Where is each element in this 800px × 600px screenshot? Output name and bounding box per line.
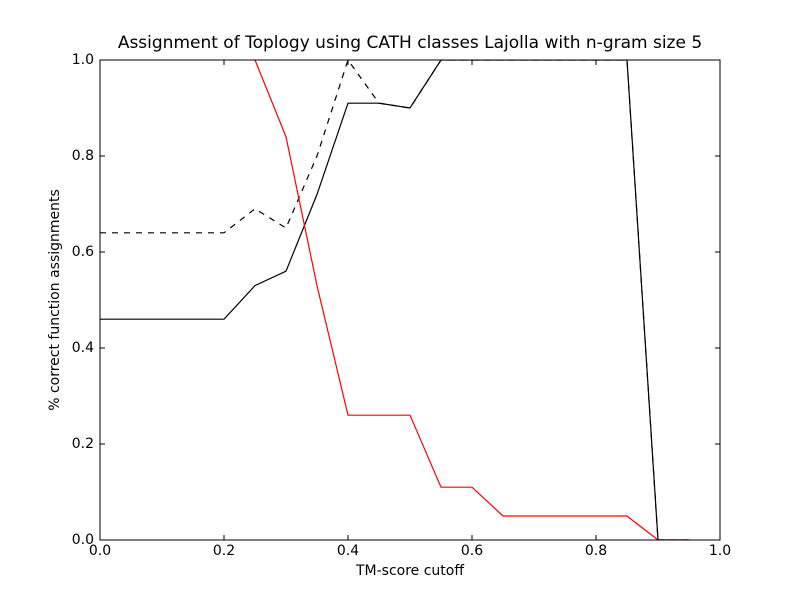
y-tick-label: 0.8 <box>72 148 94 164</box>
y-tick-label: 0.4 <box>72 340 94 356</box>
x-tick-label: 0.6 <box>461 543 483 559</box>
y-tick-label: 0.0 <box>72 532 94 548</box>
chart-title: Assignment of Toplogy using CATH classes… <box>118 33 702 53</box>
series-line <box>100 60 689 540</box>
x-tick-label: 0.0 <box>89 543 111 559</box>
y-tick-label: 0.2 <box>72 436 94 452</box>
y-tick-label: 0.6 <box>72 244 94 260</box>
axes-frame <box>99 59 721 541</box>
x-axis-label: TM-score cutoff <box>355 563 464 579</box>
plot-area <box>100 60 689 540</box>
x-tick-label: 0.4 <box>337 543 359 559</box>
x-tick-label: 1.0 <box>709 543 731 559</box>
y-axis-label: % correct function assignments <box>47 189 63 411</box>
x-tick-label: 0.8 <box>585 543 607 559</box>
series-line <box>254 60 689 540</box>
y-tick-label: 1.0 <box>72 52 94 68</box>
x-tick-label: 0.2 <box>213 543 235 559</box>
